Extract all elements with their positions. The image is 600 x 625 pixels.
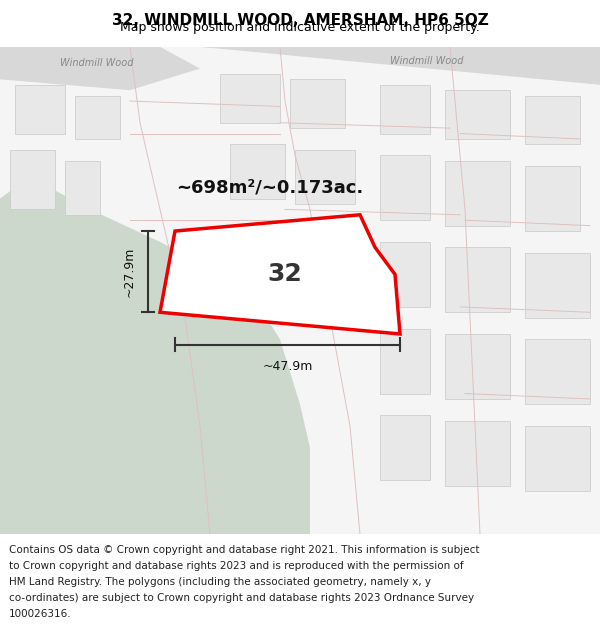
Polygon shape [0, 47, 200, 90]
Polygon shape [380, 415, 430, 480]
Polygon shape [525, 96, 580, 144]
Text: Contains OS data © Crown copyright and database right 2021. This information is : Contains OS data © Crown copyright and d… [9, 545, 479, 555]
Text: Map shows position and indicative extent of the property.: Map shows position and indicative extent… [120, 21, 480, 34]
Text: Windmill Wood: Windmill Wood [60, 58, 133, 68]
Polygon shape [160, 215, 400, 334]
Polygon shape [230, 144, 285, 199]
Polygon shape [445, 90, 510, 139]
Polygon shape [0, 177, 310, 534]
Polygon shape [290, 79, 345, 128]
Polygon shape [380, 85, 430, 134]
Polygon shape [10, 150, 55, 209]
Polygon shape [200, 47, 600, 85]
Polygon shape [65, 161, 100, 215]
Polygon shape [525, 339, 590, 404]
Polygon shape [525, 166, 580, 231]
Text: Windmill Wood: Windmill Wood [390, 56, 464, 66]
Text: 32, WINDMILL WOOD, AMERSHAM, HP6 5QZ: 32, WINDMILL WOOD, AMERSHAM, HP6 5QZ [112, 13, 488, 28]
Text: 32: 32 [268, 262, 302, 286]
Polygon shape [380, 329, 430, 394]
Text: ~698m²/~0.173ac.: ~698m²/~0.173ac. [176, 179, 364, 197]
Polygon shape [15, 85, 65, 134]
Text: HM Land Registry. The polygons (including the associated geometry, namely x, y: HM Land Registry. The polygons (includin… [9, 577, 431, 587]
Polygon shape [445, 421, 510, 486]
Polygon shape [220, 74, 280, 122]
Polygon shape [445, 161, 510, 226]
Polygon shape [75, 96, 120, 139]
Polygon shape [525, 253, 590, 318]
Text: to Crown copyright and database rights 2023 and is reproduced with the permissio: to Crown copyright and database rights 2… [9, 561, 464, 571]
Polygon shape [525, 426, 590, 491]
Polygon shape [445, 248, 510, 312]
Polygon shape [295, 150, 355, 204]
Polygon shape [380, 242, 430, 307]
Text: ~27.9m: ~27.9m [123, 246, 136, 297]
Polygon shape [445, 334, 510, 399]
Text: ~47.9m: ~47.9m [262, 360, 313, 373]
Polygon shape [200, 47, 600, 69]
Text: 100026316.: 100026316. [9, 609, 71, 619]
Text: co-ordinates) are subject to Crown copyright and database rights 2023 Ordnance S: co-ordinates) are subject to Crown copyr… [9, 593, 474, 603]
Polygon shape [380, 155, 430, 220]
